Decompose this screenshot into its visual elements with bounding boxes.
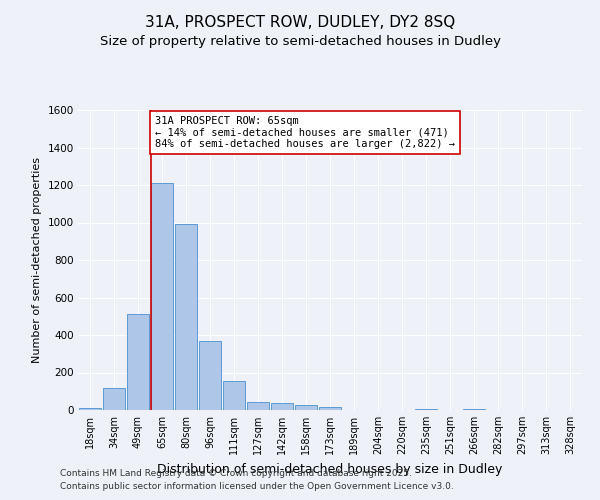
Bar (319, 407, 341, 410)
Bar (295, 406, 317, 410)
Text: Contains public sector information licensed under the Open Government Licence v3: Contains public sector information licen… (60, 482, 454, 491)
X-axis label: Distribution of semi-detached houses by size in Dudley: Distribution of semi-detached houses by … (157, 462, 503, 475)
Bar (103, 388, 125, 410)
Bar (415, 409, 437, 410)
Y-axis label: Number of semi-detached properties: Number of semi-detached properties (32, 157, 42, 363)
Bar (247, 402, 269, 410)
Text: Size of property relative to semi-detached houses in Dudley: Size of property relative to semi-detach… (100, 35, 500, 48)
Bar (151, 183, 173, 410)
Bar (271, 402, 293, 410)
Bar (199, 340, 221, 410)
Text: Contains HM Land Registry data © Crown copyright and database right 2025.: Contains HM Land Registry data © Crown c… (60, 468, 412, 477)
Bar (79, 408, 101, 410)
Bar (175, 224, 197, 410)
Bar (127, 314, 149, 410)
Text: 31A, PROSPECT ROW, DUDLEY, DY2 8SQ: 31A, PROSPECT ROW, DUDLEY, DY2 8SQ (145, 15, 455, 30)
Bar (463, 409, 485, 410)
Text: 31A PROSPECT ROW: 65sqm
← 14% of semi-detached houses are smaller (471)
84% of s: 31A PROSPECT ROW: 65sqm ← 14% of semi-de… (155, 116, 455, 149)
Bar (223, 381, 245, 410)
